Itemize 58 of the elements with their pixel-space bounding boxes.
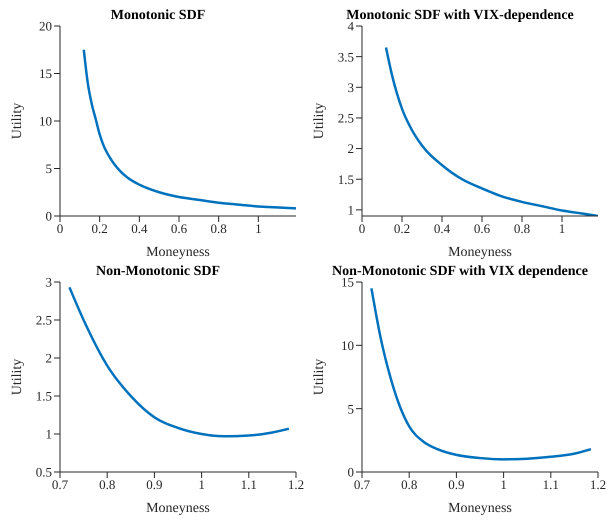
y-tick-label: 3.5 [338, 49, 354, 64]
y-tick-label: 10 [341, 338, 354, 353]
y-tick-label: 3 [348, 80, 354, 95]
x-tick-label: 1 [558, 221, 566, 236]
y-tick-label: 2.5 [36, 312, 52, 328]
x-tick-label: 0 [56, 221, 64, 236]
y-tick-label: 5 [46, 161, 52, 176]
x-axis-title: Moneyness [146, 245, 210, 260]
line-series [68, 286, 290, 438]
x-tick-label: 0 [358, 221, 366, 236]
y-tick-label: 3 [46, 274, 52, 290]
x-tick-label: 0.7 [354, 477, 371, 492]
y-tick-label: 1 [46, 426, 52, 442]
y-axis-title: Utility [312, 102, 327, 140]
chart-title: Monotonic SDF [110, 8, 206, 23]
y-tick-label: 2 [46, 350, 52, 366]
y-tick-label: 1.5 [338, 172, 354, 187]
x-axis-title: Moneyness [448, 245, 512, 260]
x-tick-label: 0.4 [434, 221, 451, 236]
y-tick-label: 1 [348, 202, 354, 218]
y-tick-label: 5 [348, 401, 354, 416]
y-tick-label: 10 [39, 114, 52, 129]
y-tick-label: 0.5 [36, 464, 52, 480]
x-tick-label: 0.9 [146, 477, 163, 492]
x-tick-label: 1.1 [542, 477, 559, 492]
x-tick-label: 1.2 [288, 477, 304, 492]
y-tick-label: 0 [46, 208, 52, 224]
line-series [82, 48, 296, 210]
y-tick-label: 2.5 [338, 110, 354, 126]
chart-title: Non-Monotonic SDF [96, 264, 220, 279]
x-tick-label: 0.6 [170, 221, 188, 236]
x-axis-title: Moneyness [146, 501, 210, 516]
x-tick-label: 0.9 [448, 477, 465, 492]
x-tick-label: 0.8 [401, 477, 418, 492]
y-tick-label: 15 [39, 66, 52, 82]
x-tick-label: 1.2 [590, 477, 606, 492]
x-tick-label: 1 [198, 477, 205, 492]
y-axis-title: Utility [10, 358, 25, 396]
x-tick-label: 0.4 [131, 221, 148, 236]
y-tick-label: 1.5 [36, 388, 52, 404]
x-tick-label: 1 [500, 477, 507, 492]
x-tick-label: 0.8 [514, 221, 530, 236]
x-tick-label: 1.1 [240, 477, 257, 492]
line-series [370, 287, 592, 461]
x-axis-title: Moneyness [448, 501, 512, 516]
y-tick-label: 2 [348, 141, 354, 156]
x-tick-label: 0.2 [92, 221, 108, 236]
x-tick-label: 0.2 [394, 221, 410, 236]
x-tick-label: 0.6 [474, 221, 491, 236]
x-tick-label: 0.7 [52, 477, 69, 492]
line-series [384, 46, 598, 216]
y-tick-label: 0 [348, 464, 354, 480]
x-tick-label: 1 [255, 221, 262, 236]
y-tick-label: 20 [39, 18, 52, 34]
x-tick-label: 0.8 [210, 221, 227, 236]
y-axis-title: Utility [10, 102, 25, 140]
x-tick-label: 0.8 [99, 477, 116, 492]
y-axis-title: Utility [312, 358, 327, 396]
